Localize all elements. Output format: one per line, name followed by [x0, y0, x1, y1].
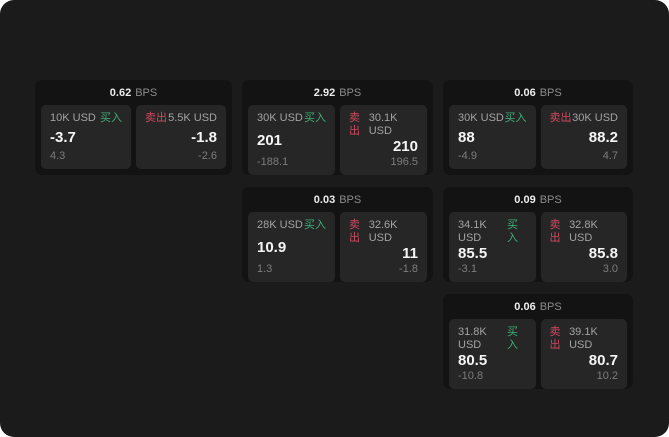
- buy-side-label: 买入: [100, 112, 122, 124]
- spread-value: 0.06: [514, 86, 536, 99]
- sell-price: 88.2: [588, 128, 618, 146]
- sell-size: 30K USD: [572, 112, 618, 124]
- spread-header: 0.62 BPS: [41, 80, 226, 105]
- buy-side-label: 买入: [504, 112, 527, 124]
- sell-size: 32.8K USD: [569, 219, 598, 244]
- buy-size: 28K USD: [257, 219, 303, 231]
- spread-value: 0.62: [109, 86, 132, 99]
- spread-header: 2.92 BPS: [248, 80, 427, 105]
- sell-panel[interactable]: 卖出 32.8K USD 85.8 3.0: [540, 212, 627, 282]
- sell-delta: 3.0: [602, 263, 618, 275]
- buy-price: 201: [257, 131, 283, 149]
- buy-side-label: 买入: [506, 219, 518, 244]
- buy-size: 34.1K USD: [458, 219, 487, 244]
- sell-panel[interactable]: 卖出 30.1K USD 210 196.5: [340, 105, 427, 175]
- buy-size: 31.8K USD: [458, 326, 487, 351]
- quote-panels: 28K USD 买入 10.9 1.3 卖出 32.6K USD 11 -1.8: [248, 212, 427, 282]
- sell-side-label: 卖出: [349, 219, 360, 244]
- buy-panel[interactable]: 30K USD 买入 201 -188.1: [248, 105, 335, 175]
- quote-panels: 10K USD 买入 -3.7 4.3 卖出 5.5K USD -1.8 -2.…: [41, 105, 226, 169]
- buy-side-label: 买入: [304, 219, 326, 231]
- bps-unit-label: BPS: [339, 193, 362, 206]
- sell-delta: 10.2: [596, 370, 618, 382]
- sell-price: 85.8: [588, 245, 618, 262]
- bps-unit-label: BPS: [539, 300, 562, 313]
- quote-card: 0.09 BPS 34.1K USD 买入 85.5 -3.1 卖出 32.8K…: [443, 187, 633, 282]
- sell-side-label: 卖出: [549, 112, 572, 124]
- sell-side-label: 卖出: [349, 112, 360, 137]
- buy-panel[interactable]: 34.1K USD 买入 85.5 -3.1: [449, 212, 536, 282]
- sell-side-label: 卖出: [549, 326, 561, 351]
- buy-delta: -4.9: [458, 150, 477, 162]
- sell-size: 32.6K USD: [368, 219, 398, 244]
- buy-delta: 4.3: [50, 150, 66, 162]
- spread-header: 0.03 BPS: [248, 187, 427, 212]
- buy-size: 10K USD: [50, 112, 96, 124]
- bps-unit-label: BPS: [135, 86, 158, 99]
- buy-panel[interactable]: 10K USD 买入 -3.7 4.3: [41, 105, 131, 169]
- quote-card: 0.03 BPS 28K USD 买入 10.9 1.3 卖出 32.6K US…: [242, 187, 433, 282]
- buy-size: 30K USD: [257, 112, 303, 124]
- buy-panel[interactable]: 28K USD 买入 10.9 1.3: [248, 212, 335, 282]
- spread-value: 0.09: [514, 193, 536, 206]
- buy-price: 85.5: [458, 245, 488, 262]
- sell-size: 30.1K USD: [368, 112, 398, 137]
- sell-panel[interactable]: 卖出 5.5K USD -1.8 -2.6: [136, 105, 226, 169]
- spread-header: 0.06 BPS: [449, 294, 627, 319]
- sell-delta: 4.7: [602, 150, 618, 162]
- buy-delta: -3.1: [458, 263, 477, 275]
- buy-size: 30K USD: [458, 112, 504, 124]
- buy-delta: -10.8: [458, 370, 484, 382]
- buy-delta: -188.1: [257, 156, 289, 168]
- quote-panels: 34.1K USD 买入 85.5 -3.1 卖出 32.8K USD 85.8…: [449, 212, 627, 282]
- bps-unit-label: BPS: [539, 86, 562, 99]
- sell-panel[interactable]: 卖出 39.1K USD 80.7 10.2: [540, 319, 627, 389]
- sell-delta: 196.5: [390, 156, 418, 168]
- sell-panel[interactable]: 卖出 30K USD 88.2 4.7: [540, 105, 627, 169]
- sell-delta: -2.6: [198, 150, 217, 162]
- buy-price: -3.7: [50, 128, 76, 146]
- bps-unit-label: BPS: [539, 193, 562, 206]
- buy-panel[interactable]: 30K USD 买入 88 -4.9: [449, 105, 536, 169]
- quote-card: 0.06 BPS 30K USD 买入 88 -4.9 卖出 30K USD 8…: [443, 80, 633, 175]
- sell-price: 80.7: [588, 352, 618, 369]
- spread-header: 0.09 BPS: [449, 187, 627, 212]
- spread-header: 0.06 BPS: [449, 80, 627, 105]
- sell-price: -1.8: [191, 128, 217, 146]
- buy-delta: 1.3: [257, 263, 273, 275]
- sell-delta: -1.8: [399, 263, 418, 275]
- sell-price: 210: [392, 138, 418, 155]
- quote-card: 0.06 BPS 31.8K USD 买入 80.5 -10.8 卖出 39.1…: [443, 294, 633, 389]
- quote-card-grid: 0.62 BPS 10K USD 买入 -3.7 4.3 卖出 5.5K USD…: [35, 80, 633, 389]
- buy-side-label: 买入: [506, 326, 518, 351]
- spread-value: 2.92: [313, 86, 336, 99]
- quote-card: 0.62 BPS 10K USD 买入 -3.7 4.3 卖出 5.5K USD…: [35, 80, 232, 175]
- sell-panel[interactable]: 卖出 32.6K USD 11 -1.8: [340, 212, 427, 282]
- buy-panel[interactable]: 31.8K USD 买入 80.5 -10.8: [449, 319, 536, 389]
- buy-price: 88: [458, 128, 475, 146]
- spread-value: 0.03: [313, 193, 336, 206]
- sell-price: 11: [402, 245, 418, 262]
- quote-panels: 30K USD 买入 201 -188.1 卖出 30.1K USD 210 1…: [248, 105, 427, 175]
- buy-price: 10.9: [257, 238, 287, 256]
- sell-size: 39.1K USD: [569, 326, 598, 351]
- sell-size: 5.5K USD: [168, 112, 217, 124]
- sell-side-label: 卖出: [549, 219, 561, 244]
- sell-side-label: 卖出: [145, 112, 167, 124]
- buy-side-label: 买入: [304, 112, 326, 124]
- quote-panels: 31.8K USD 买入 80.5 -10.8 卖出 39.1K USD 80.…: [449, 319, 627, 389]
- quote-card: 2.92 BPS 30K USD 买入 201 -188.1 卖出 30.1K …: [242, 80, 433, 175]
- quote-panels: 30K USD 买入 88 -4.9 卖出 30K USD 88.2 4.7: [449, 105, 627, 169]
- spread-value: 0.06: [514, 300, 536, 313]
- buy-price: 80.5: [458, 352, 488, 369]
- bps-unit-label: BPS: [339, 86, 362, 99]
